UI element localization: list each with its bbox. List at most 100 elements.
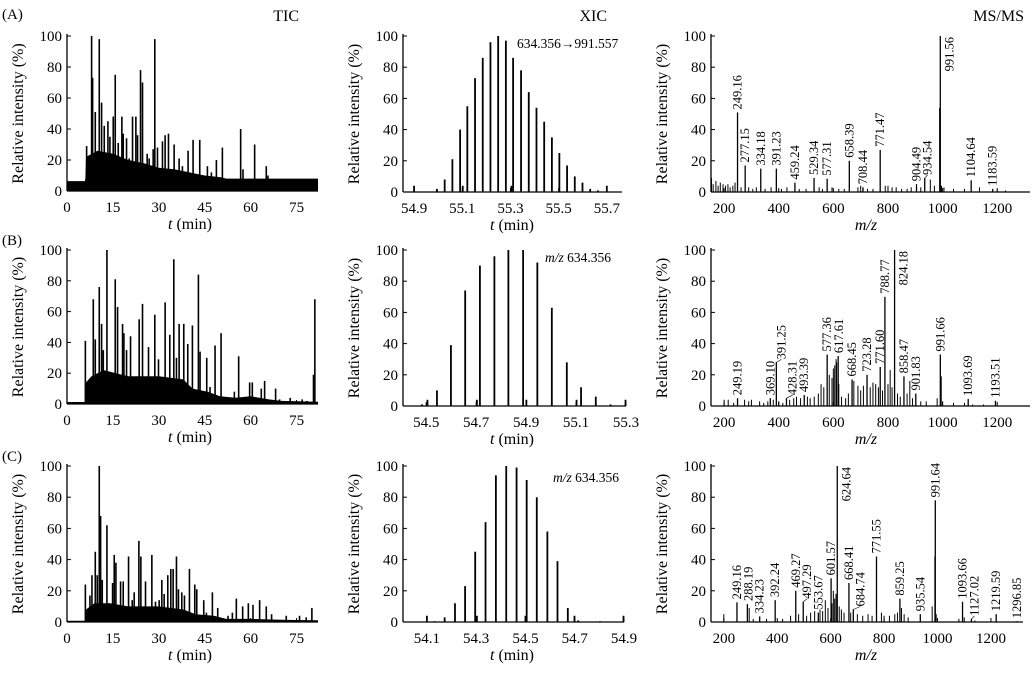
x-axis-label-variable: m/z — [855, 647, 878, 664]
y-tick-label: 40 — [47, 335, 62, 351]
msms-peak-label: 369.10 — [763, 361, 777, 395]
msms-peak-label: 553.67 — [811, 575, 825, 609]
msms-peak-label: 934.54 — [921, 140, 935, 175]
x-tick-label: 75 — [289, 631, 304, 647]
y-axis-label: Relative intensity (%) — [10, 43, 27, 183]
x-tick-label: 0 — [63, 631, 71, 647]
y-tick-label: 40 — [691, 553, 706, 569]
msms-peak-label: 391.25 — [774, 325, 788, 359]
msms-peak-label: 1193.51 — [989, 358, 1003, 398]
msms-label-leader — [971, 615, 975, 620]
msms-peak-label: 1127.02 — [968, 576, 982, 616]
msms-peak-label: 459.24 — [788, 145, 802, 180]
msms-peak-label: 249.19 — [731, 361, 745, 395]
y-tick-label: 60 — [47, 91, 62, 107]
msms-peak-label: 577.36 — [820, 317, 834, 351]
tic-bulk-envelope — [85, 603, 319, 622]
x-axis-label-unit: (min) — [494, 647, 534, 664]
y-tick-label: 0 — [391, 185, 399, 201]
y-tick-label: 0 — [391, 399, 399, 415]
x-axis-label-variable: t — [168, 216, 173, 233]
msms-peak-label: 1104.64 — [964, 136, 978, 177]
y-tick-label: 60 — [383, 305, 398, 321]
x-tick-label: 600 — [822, 415, 845, 431]
msms-peak-label: 904.49 — [910, 147, 924, 181]
y-tick-label: 20 — [47, 366, 62, 382]
msms-peak-label: 991.66 — [933, 317, 947, 351]
y-axis-label: Relative intensity (%) — [654, 44, 671, 184]
y-tick-label: 60 — [691, 91, 706, 107]
x-axis-label: t (min) — [168, 429, 212, 446]
y-tick-label: 60 — [47, 521, 62, 537]
tic-bulk-envelope — [85, 370, 319, 404]
msms-peak-label: 493.39 — [797, 358, 811, 392]
xic-annotation: m/z 634.356 — [545, 250, 611, 265]
x-axis-label: t (min) — [490, 217, 534, 234]
x-tick-label: 15 — [105, 631, 120, 647]
panel-label-b: (B) — [2, 233, 22, 249]
msms-peak-label: 771.47 — [873, 113, 887, 147]
x-tick-label: 54.9 — [401, 201, 427, 217]
y-tick-label: 100 — [40, 29, 63, 45]
title-msms: MS/MS — [973, 8, 1024, 25]
x-tick-label: 45 — [197, 631, 212, 647]
msms-peak-label: 859.25 — [893, 561, 907, 595]
y-tick-label: 80 — [383, 274, 398, 290]
y-axis-label: Relative intensity (%) — [346, 44, 363, 184]
x-tick-label: 75 — [289, 200, 304, 216]
y-tick-label: 80 — [47, 490, 62, 506]
x-axis-label-unit: (min) — [494, 431, 534, 448]
msms-peak-label: 771.60 — [873, 330, 887, 364]
y-tick-label: 80 — [691, 490, 706, 506]
x-tick-label: 54.5 — [512, 631, 538, 647]
y-tick-label: 40 — [691, 337, 706, 353]
msms-peak-label: 1296.85 — [1010, 578, 1024, 619]
y-tick-label: 20 — [47, 153, 62, 169]
annotation-value: 634.356 — [567, 250, 611, 265]
msms-peak-label: 1093.69 — [961, 355, 975, 396]
x-tick-label: 55.5 — [546, 201, 572, 217]
y-tick-label: 40 — [691, 123, 706, 139]
x-axis-label: t (min) — [490, 431, 534, 448]
msms-peak-label: 392.24 — [768, 562, 782, 597]
y-tick-label: 60 — [691, 521, 706, 537]
x-tick-label: 55.3 — [497, 201, 523, 217]
msms-peak-label: 991.56 — [942, 37, 956, 71]
msms-peak-label: 771.55 — [870, 519, 884, 553]
y-tick-label: 100 — [40, 243, 63, 259]
msms-peak-label: 469.27 — [789, 553, 803, 587]
x-axis-label-unit: (min) — [172, 647, 212, 664]
x-tick-label: 54.9 — [611, 631, 637, 647]
x-axis-label-unit: (min) — [172, 216, 212, 233]
x-tick-label: 60 — [243, 631, 258, 647]
x-tick-label: 55.3 — [613, 415, 639, 431]
y-tick-label: 20 — [691, 368, 706, 384]
y-axis-label: Relative intensity (%) — [10, 257, 27, 397]
msms-peak-label: 1183.59 — [986, 146, 1000, 186]
x-tick-label: 0 — [63, 413, 71, 429]
x-tick-label: 400 — [767, 415, 790, 431]
x-tick-label: 55.7 — [594, 201, 621, 217]
y-axis-label: Relative intensity (%) — [346, 258, 363, 398]
x-tick-label: 600 — [819, 631, 842, 647]
x-axis-label-variable: t — [168, 429, 173, 446]
x-tick-label: 200 — [713, 415, 736, 431]
y-tick-label: 60 — [47, 305, 62, 321]
x-tick-label: 15 — [105, 200, 120, 216]
x-tick-label: 60 — [243, 413, 258, 429]
x-tick-label: 1000 — [928, 415, 958, 431]
y-tick-label: 0 — [699, 185, 707, 201]
chart-B-TIC: 0 20 40 60 80 100 0 15 30 45 60 75 Relative intensit… — [10, 243, 319, 446]
y-tick-label: 60 — [691, 305, 706, 321]
y-tick-label: 20 — [383, 368, 398, 384]
x-tick-label: 30 — [151, 413, 166, 429]
y-tick-label: 60 — [383, 521, 398, 537]
msms-peak-label: 617.61 — [832, 319, 846, 353]
msms-peak-label: 277.15 — [738, 128, 752, 162]
msms-peak-label: 824.18 — [897, 251, 911, 285]
x-tick-label: 54.9 — [513, 415, 539, 431]
msms-peak-label: 288.19 — [741, 567, 755, 601]
msms-peak-label: 624.64 — [839, 466, 853, 501]
x-axis-label: t (min) — [168, 216, 212, 233]
xic-annotation: 634.356→991.557 — [517, 36, 619, 51]
